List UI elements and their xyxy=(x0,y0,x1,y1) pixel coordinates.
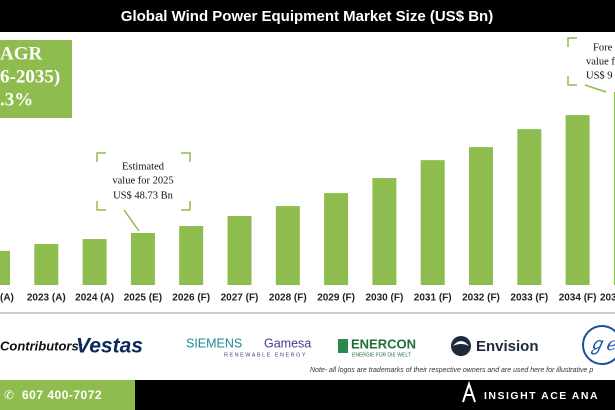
envision-icon xyxy=(453,341,469,346)
bar xyxy=(469,147,493,285)
bar xyxy=(420,160,445,285)
logo-siemens: SIEMENS xyxy=(186,336,242,350)
logo-vestas: Vestas xyxy=(76,335,143,358)
x-tick-label: 2034 (F) xyxy=(559,293,597,304)
title-bar xyxy=(0,0,615,32)
x-tick-label: 2026 (F) xyxy=(172,293,210,304)
contributors-label: Contributors: xyxy=(0,338,83,353)
callout-text: Fore xyxy=(593,42,613,53)
x-tick-label: 203 xyxy=(600,293,615,304)
logo-envision: Envision xyxy=(476,338,539,355)
bars xyxy=(0,92,615,285)
bar xyxy=(324,193,349,285)
envision-icon xyxy=(451,336,471,356)
x-tick-label: 2023 (A) xyxy=(27,293,66,304)
phone-icon: ✆ xyxy=(4,388,14,402)
x-tick-label: 2024 (A) xyxy=(75,293,114,304)
bar xyxy=(275,206,300,285)
enercon-icon xyxy=(338,339,348,353)
callout-text: Estimated xyxy=(122,161,165,172)
x-tick-label: 2030 (F) xyxy=(366,293,404,304)
bar xyxy=(565,115,590,285)
x-tick-label: 2031 (F) xyxy=(414,293,452,304)
callout-text: value for 2025 xyxy=(112,175,173,186)
logo-subtitle: ENERGIE FÜR DIE WELT xyxy=(352,351,411,358)
x-tick-label: 2028 (F) xyxy=(269,293,307,304)
footer-phone-box xyxy=(0,380,135,410)
footer-phone: 607 400-7072 xyxy=(22,388,102,402)
logo-enercon: ENERCON xyxy=(351,336,416,351)
bar xyxy=(130,233,155,285)
chart-title: Global Wind Power Equipment Market Size … xyxy=(121,8,493,25)
logo-gamesa: Gamesa xyxy=(264,336,311,350)
x-tick-label: 2032 (F) xyxy=(462,293,500,304)
bar xyxy=(372,178,397,285)
ge-logo: ℊℯ xyxy=(588,334,615,355)
cagr-text: 6-2035) xyxy=(0,66,60,87)
cagr-box xyxy=(0,40,72,118)
bar xyxy=(613,92,615,285)
logo-subtitle: RENEWABLE ENERGY xyxy=(224,352,307,358)
callout-text: US$ 48.73 Bn xyxy=(113,190,174,201)
bar xyxy=(179,226,204,285)
bar xyxy=(82,239,107,285)
bar xyxy=(227,216,252,285)
note: Note- all logos are trademarks of their … xyxy=(310,367,593,374)
ge-logo xyxy=(582,325,615,365)
x-tick-label: 2027 (F) xyxy=(221,293,259,304)
bar xyxy=(517,129,542,285)
cagr-text: AGR xyxy=(0,43,43,64)
bar xyxy=(0,250,10,285)
callout xyxy=(96,37,607,232)
brand-icon xyxy=(462,380,476,403)
bar xyxy=(34,244,59,285)
cagr-text: .3% xyxy=(0,89,33,110)
callout-text: value f xyxy=(586,56,615,67)
x-tick-label: 2025 (E) xyxy=(124,293,162,304)
x-tick-label: (A) xyxy=(0,293,14,304)
footer-brand: INSIGHT ACE ANA xyxy=(484,390,599,402)
x-tick-label: 2033 (F) xyxy=(510,293,548,304)
callout-text: US$ 9 xyxy=(586,70,613,81)
x-tick-label: 2029 (F) xyxy=(317,293,355,304)
